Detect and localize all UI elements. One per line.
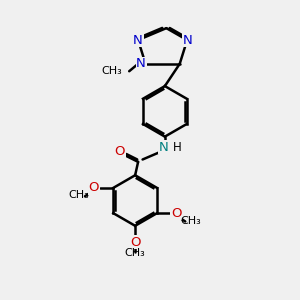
Text: N: N — [158, 140, 168, 154]
Text: N: N — [182, 34, 192, 46]
Text: O: O — [171, 207, 181, 220]
Text: O: O — [130, 236, 140, 249]
Text: H: H — [173, 140, 182, 154]
Text: O: O — [89, 182, 99, 194]
Text: N: N — [136, 57, 146, 70]
Text: CH₃: CH₃ — [181, 216, 202, 226]
Text: CH₃: CH₃ — [101, 66, 122, 76]
Text: N: N — [133, 34, 143, 46]
Text: O: O — [114, 145, 125, 158]
Text: CH₃: CH₃ — [125, 248, 146, 258]
Text: CH₃: CH₃ — [69, 190, 89, 200]
